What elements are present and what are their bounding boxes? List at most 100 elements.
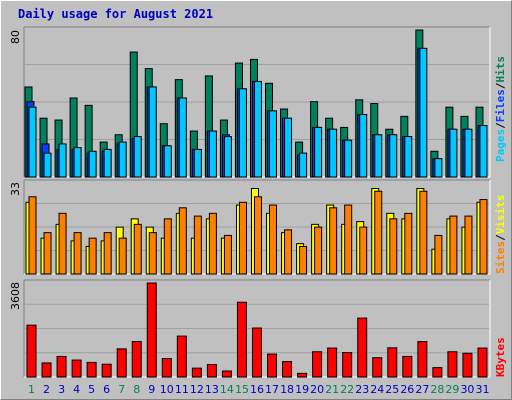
sites-bar [269, 204, 278, 275]
pages-bar [133, 136, 142, 178]
legend-entry: / [494, 234, 507, 241]
day-label: 10 [160, 383, 174, 396]
pages-bar [344, 139, 353, 178]
kbytes-bar [387, 347, 398, 378]
sites-bar [284, 229, 293, 275]
pages-bar [148, 86, 157, 178]
pages-bar [238, 88, 247, 178]
pages-bar [178, 97, 187, 178]
kbytes-bar [236, 301, 247, 378]
day-label: 11 [175, 383, 189, 396]
kbytes-bar [357, 317, 368, 378]
sites-bar [238, 201, 247, 275]
day-label: 21 [325, 383, 339, 396]
sites-bar [389, 218, 398, 275]
legend-entry: Visits [494, 195, 507, 235]
sites-bar [118, 237, 127, 275]
sites-bar [479, 199, 488, 275]
pages-bar [43, 152, 52, 178]
page-title: Daily usage for August 2021 [18, 7, 214, 21]
pages-bar [269, 110, 278, 178]
sites-bar [253, 196, 262, 275]
pages-bar [103, 148, 112, 178]
legend-middle: Sites/Visits [494, 195, 507, 275]
sites-bar [28, 196, 37, 275]
sites-bar [404, 212, 413, 275]
pages-bar [314, 126, 323, 178]
day-label: 27 [415, 383, 429, 396]
day-label: 29 [445, 383, 459, 396]
day-label: 8 [133, 383, 140, 396]
kbytes-bar [131, 341, 142, 378]
kbytes-bar [312, 351, 323, 378]
sites-bar [43, 232, 52, 275]
day-label: 31 [475, 383, 489, 396]
sites-bar [344, 204, 353, 275]
kbytes-bar [447, 351, 458, 378]
day-label: 9 [148, 383, 155, 396]
kbytes-bar [206, 363, 217, 378]
sites-bar [449, 215, 458, 275]
sites-bar [314, 226, 323, 275]
pages-bar [449, 128, 458, 178]
kbytes-bar [41, 362, 52, 378]
kbytes-bar [56, 355, 67, 378]
pages-bar [28, 106, 37, 178]
sites-bar [299, 245, 308, 275]
pages-bar [223, 136, 232, 178]
pages-bar [284, 117, 293, 178]
pages-bar [389, 134, 398, 178]
day-label: 19 [295, 383, 309, 396]
legend-entry: / [494, 122, 507, 129]
legend-top: Pages/Files/Hits [494, 56, 507, 162]
sites-bar [329, 207, 338, 275]
kbytes-bar [161, 358, 172, 378]
sites-bar [419, 190, 428, 275]
kbytes-bar [251, 327, 262, 378]
sites-bar [88, 237, 97, 275]
day-label: 4 [73, 383, 80, 396]
day-label: 16 [250, 383, 264, 396]
day-label: 3 [58, 383, 65, 396]
ymax-label-middle: 33 [9, 182, 22, 196]
sites-bar [193, 215, 202, 275]
pages-bar [374, 134, 383, 178]
day-label: 6 [103, 383, 110, 396]
legend-entry: KBytes [494, 337, 507, 377]
kbytes-bar [191, 367, 202, 378]
kbytes-bar [221, 370, 232, 378]
kbytes-bar [101, 363, 112, 378]
ymax-label-bottom: 3608 [9, 282, 22, 310]
day-label: 22 [340, 383, 354, 396]
kbytes-bar [71, 359, 82, 378]
pages-bar [299, 152, 308, 178]
kbytes-bar [462, 352, 473, 378]
day-label: 14 [220, 383, 234, 396]
sites-bar [223, 234, 232, 275]
day-label: 2 [43, 383, 50, 396]
pages-bar [58, 143, 67, 178]
day-label: 30 [460, 383, 474, 396]
sites-bar [73, 232, 82, 275]
kbytes-bar [372, 357, 383, 378]
day-label: 18 [280, 383, 294, 396]
day-label: 20 [310, 383, 324, 396]
day-label: 24 [370, 383, 384, 396]
sites-bar [178, 207, 187, 275]
sites-bar [148, 232, 157, 275]
sites-bar [163, 218, 172, 275]
day-label: 17 [265, 383, 279, 396]
kbytes-bar [327, 347, 338, 378]
sites-bar [208, 212, 217, 275]
day-label: 12 [190, 383, 204, 396]
sites-bar [133, 223, 142, 275]
legend-entry: Sites [494, 241, 507, 274]
day-label: 15 [235, 383, 249, 396]
kbytes-bar [282, 361, 293, 378]
kbytes-bar [432, 367, 443, 378]
pages-bar [419, 47, 428, 178]
legend-entry: Hits [494, 56, 507, 83]
pages-bar [479, 125, 488, 178]
pages-bar [329, 128, 338, 178]
kbytes-bar [342, 352, 353, 378]
